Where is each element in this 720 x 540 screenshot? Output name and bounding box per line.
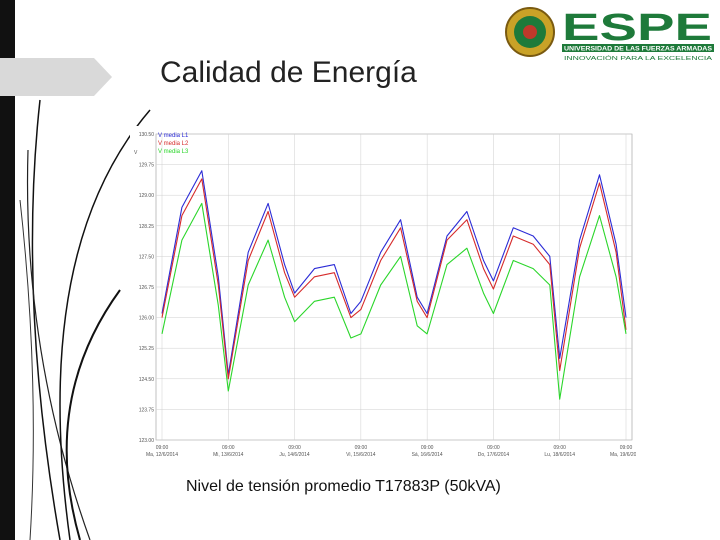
y-axis-label: V <box>134 150 138 156</box>
y-tick-label: 126.00 <box>139 316 155 322</box>
legend-entry-1: V media L1 <box>158 133 189 139</box>
title-tab-marker <box>0 58 112 96</box>
chart-caption: Nivel de tensión promedio T17883P (50kVA… <box>186 478 501 495</box>
x-tick-time: 09:00 <box>288 445 301 451</box>
y-tick-label: 130.50 <box>139 132 155 138</box>
x-tick-time: 09:00 <box>553 445 566 451</box>
logo-line2: INNOVACIÓN PARA LA EXCELENCIA <box>564 55 713 62</box>
x-tick-date: Mi, 13/6/2014 <box>213 452 244 458</box>
voltage-chart: 123.00 123.75 124.50 125.25 126.00 126.75 127.… <box>130 126 636 466</box>
x-tick-date: Ma, 12/6/2014 <box>146 452 178 458</box>
left-dark-strip <box>0 0 14 540</box>
y-tick-label: 129.00 <box>139 193 155 199</box>
x-tick-date: Lu, 18/6/2014 <box>544 452 575 458</box>
x-tick-time: 09:00 <box>620 445 633 451</box>
x-tick-time: 09:00 <box>487 445 500 451</box>
legend-entry-3: V media L3 <box>158 149 189 155</box>
logo-name: ESPE <box>562 7 712 49</box>
x-tick-time: 09:00 <box>355 445 368 451</box>
x-tick-date: Sá, 16/6/2014 <box>412 452 443 458</box>
y-tick-label: 123.00 <box>139 438 155 444</box>
x-tick-time: 09:00 <box>421 445 434 451</box>
x-tick-date: Do, 17/6/2014 <box>478 452 510 458</box>
x-tick-time: 09:00 <box>222 445 235 451</box>
y-tick-label: 123.75 <box>139 407 155 413</box>
espe-logo: ESPE UNIVERSIDAD DE LAS FUERZAS ARMADAS … <box>502 2 720 64</box>
y-tick-label: 127.50 <box>139 254 155 260</box>
y-tick-label: 128.25 <box>139 224 155 230</box>
x-tick-time: 09:00 <box>156 445 169 451</box>
y-tick-label: 125.25 <box>139 346 155 352</box>
x-tick-date: Ma, 19/6/2014 <box>610 452 636 458</box>
y-tick-label: 126.75 <box>139 285 155 291</box>
x-tick-date: Vi, 15/6/2014 <box>346 452 376 458</box>
series-line-1 <box>161 170 627 376</box>
logo-line1: UNIVERSIDAD DE LAS FUERZAS ARMADAS <box>564 46 712 53</box>
y-tick-label: 129.75 <box>139 163 155 169</box>
series-line-3 <box>161 202 627 400</box>
legend-entry-2: V media L2 <box>158 141 189 147</box>
y-tick-label: 124.50 <box>139 377 155 383</box>
series-line-2 <box>161 178 627 380</box>
page-title: Calidad de Energía <box>160 56 417 89</box>
x-tick-date: Ju, 14/6/2014 <box>279 452 310 458</box>
